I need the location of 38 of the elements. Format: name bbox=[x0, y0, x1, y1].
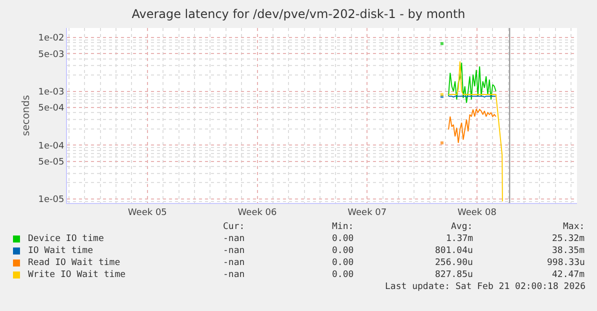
y-tick-label: 1e-02 bbox=[38, 34, 64, 44]
text: 42.47m bbox=[552, 270, 585, 280]
text: 0.00 bbox=[332, 234, 354, 244]
text: 827.85u bbox=[435, 270, 473, 280]
text: 0.00 bbox=[332, 258, 354, 268]
text: -nan bbox=[223, 246, 245, 256]
y-tick-label: 1e-04 bbox=[38, 141, 64, 152]
y-tick-label: 5e-05 bbox=[38, 157, 64, 168]
legend-label: Device IO time bbox=[28, 234, 104, 244]
text: 0.00 bbox=[332, 270, 354, 280]
x-tick-label: Week 07 bbox=[348, 208, 387, 218]
text: -nan bbox=[223, 258, 245, 268]
text: Cur: bbox=[223, 222, 245, 232]
legend-label: IO Wait time bbox=[28, 246, 94, 256]
chart-title: Average latency for /dev/pve/vm-202-disk-1 - by month bbox=[132, 7, 466, 22]
y-axis-title: seconds bbox=[21, 95, 32, 136]
text: 1.37m bbox=[446, 234, 474, 244]
text: Avg: bbox=[451, 222, 473, 232]
text: 25.32m bbox=[552, 234, 585, 244]
text: -nan bbox=[223, 234, 245, 244]
x-tick-label: Week 05 bbox=[128, 208, 167, 218]
text: Max: bbox=[563, 222, 585, 232]
y-tick-label: 5e-03 bbox=[38, 50, 64, 60]
text: 801.04u bbox=[435, 246, 473, 256]
y-tick-label: 1e-03 bbox=[38, 87, 64, 98]
text: 256.90u bbox=[435, 258, 473, 268]
text: -nan bbox=[223, 270, 245, 280]
y-tick-label: 5e-04 bbox=[38, 104, 64, 114]
text: 38.35m bbox=[552, 246, 585, 256]
y-tick-label: 1e-05 bbox=[38, 195, 64, 206]
text: 0.00 bbox=[332, 246, 354, 256]
x-tick-label: Week 06 bbox=[238, 208, 278, 218]
text: 998.33u bbox=[547, 258, 585, 268]
legend-label: Read IO Wait time bbox=[28, 258, 120, 268]
text: Last update: Sat Feb 21 02:00:18 2026 bbox=[385, 282, 586, 292]
x-tick-label: Week 08 bbox=[457, 208, 497, 218]
legend-label: Write IO Wait time bbox=[28, 270, 126, 280]
text: Min: bbox=[332, 222, 354, 232]
